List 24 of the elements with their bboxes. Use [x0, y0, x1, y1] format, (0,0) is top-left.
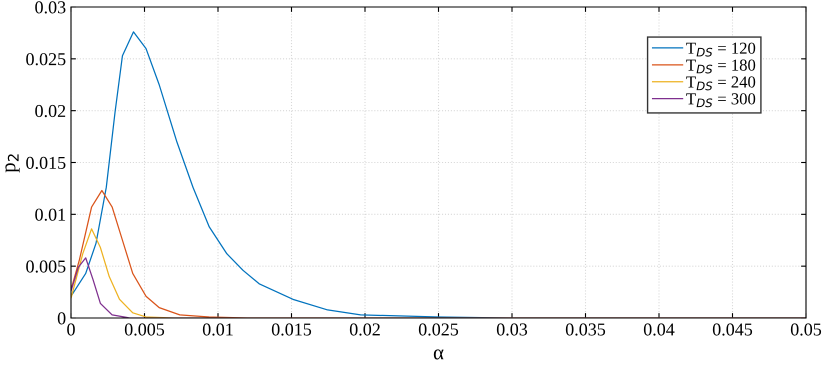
x-tick-label: 0: [67, 323, 75, 336]
x-tick-label: 0.005: [124, 323, 164, 336]
legend-label: T$_{DS}$ = 180: [686, 59, 756, 74]
x-axis-title: α: [434, 349, 444, 360]
x-tick-label: 0.025: [418, 323, 458, 336]
legend-label: T$_{DS}$ = 120: [686, 42, 756, 57]
x-tick-label: 0.02: [350, 323, 380, 336]
y-axis-title: p$_{2}$: [5, 154, 20, 172]
x-tick-label: 0.05: [790, 323, 822, 336]
y-tick-label: 0.005: [26, 260, 66, 273]
legend-label: T$_{DS}$ = 240: [686, 76, 756, 90]
x-tick-label: 0.015: [272, 323, 312, 336]
y-tick-label: 0.02: [35, 104, 66, 118]
y-tick-label: 0.015: [26, 156, 66, 170]
x-tick-label: 0.01: [202, 323, 233, 336]
y-tick-label: 0.03: [35, 1, 66, 14]
y-tick-label: 0.025: [26, 53, 66, 66]
x-tick-label: 0.03: [496, 323, 528, 336]
legend-label: T$_{DS}$ = 300: [686, 93, 756, 108]
x-tick-label: 0.035: [566, 323, 606, 336]
x-tick-label: 0.04: [644, 323, 675, 336]
y-tick-label: 0: [58, 312, 66, 324]
y-tick-label: 0.01: [35, 208, 66, 221]
x-tick-label: 0.045: [712, 323, 752, 336]
